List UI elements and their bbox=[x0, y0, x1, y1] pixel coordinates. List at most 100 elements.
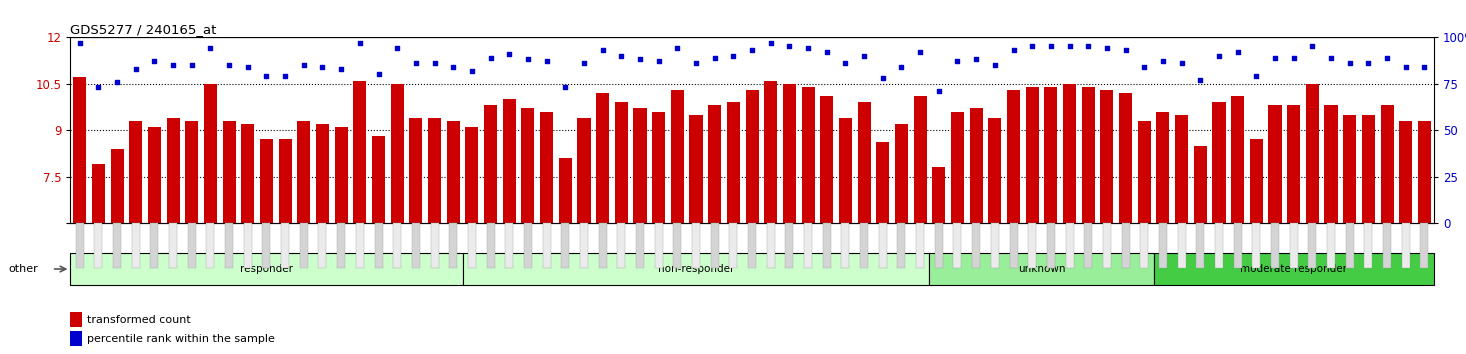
Bar bbox=[1399, 121, 1412, 223]
Bar bbox=[1268, 105, 1281, 223]
Bar bbox=[1231, 96, 1245, 223]
Bar bbox=[858, 102, 871, 223]
Point bbox=[1319, 55, 1343, 61]
Point bbox=[704, 55, 727, 61]
Bar bbox=[539, 112, 553, 223]
Point bbox=[1394, 64, 1418, 70]
Bar bbox=[839, 118, 852, 223]
Point bbox=[1264, 55, 1287, 61]
Point bbox=[311, 64, 334, 70]
Point bbox=[366, 72, 390, 77]
Point bbox=[1300, 44, 1324, 49]
Text: unknown: unknown bbox=[1017, 264, 1066, 274]
Bar bbox=[148, 127, 161, 223]
Bar bbox=[1287, 105, 1300, 223]
Bar bbox=[708, 105, 721, 223]
Bar bbox=[1119, 93, 1132, 223]
Point bbox=[161, 62, 185, 68]
Point bbox=[1356, 61, 1380, 66]
Point bbox=[142, 58, 166, 64]
FancyBboxPatch shape bbox=[70, 253, 463, 285]
Bar bbox=[597, 93, 610, 223]
Bar bbox=[1212, 102, 1226, 223]
Bar bbox=[129, 121, 142, 223]
Point bbox=[1058, 44, 1082, 49]
Point bbox=[1375, 55, 1399, 61]
Text: other: other bbox=[9, 264, 38, 274]
Point bbox=[871, 75, 894, 81]
Bar bbox=[279, 139, 292, 223]
Bar bbox=[614, 102, 627, 223]
Bar bbox=[988, 118, 1001, 223]
Bar bbox=[353, 81, 366, 223]
Bar bbox=[484, 105, 497, 223]
Bar bbox=[1324, 105, 1337, 223]
Point bbox=[422, 61, 446, 66]
Bar bbox=[428, 118, 441, 223]
Bar bbox=[1157, 112, 1170, 223]
Bar bbox=[969, 108, 982, 223]
Point bbox=[610, 53, 633, 58]
Bar bbox=[727, 102, 740, 223]
Bar bbox=[1418, 121, 1431, 223]
Bar bbox=[409, 118, 422, 223]
Point bbox=[647, 58, 670, 64]
Bar bbox=[802, 87, 815, 223]
Bar bbox=[110, 149, 123, 223]
Point bbox=[554, 85, 578, 90]
Bar bbox=[559, 158, 572, 223]
Bar bbox=[1101, 90, 1114, 223]
Bar bbox=[73, 78, 86, 223]
Point bbox=[1133, 64, 1157, 70]
Bar bbox=[951, 112, 965, 223]
Bar bbox=[671, 90, 683, 223]
Bar bbox=[465, 127, 478, 223]
Point bbox=[965, 57, 988, 62]
Text: moderate responder: moderate responder bbox=[1240, 264, 1347, 274]
Point bbox=[1245, 73, 1268, 79]
Point bbox=[815, 49, 839, 55]
Bar bbox=[819, 96, 833, 223]
Point bbox=[890, 64, 913, 70]
Bar bbox=[447, 121, 460, 223]
Point bbox=[666, 46, 689, 51]
Bar bbox=[1176, 115, 1187, 223]
Bar bbox=[1082, 87, 1095, 223]
Point bbox=[1207, 53, 1230, 58]
Bar bbox=[70, 331, 82, 346]
Bar bbox=[652, 112, 666, 223]
Point bbox=[946, 58, 969, 64]
Bar bbox=[633, 108, 647, 223]
Point bbox=[347, 40, 371, 46]
Bar bbox=[522, 108, 535, 223]
Point bbox=[685, 61, 708, 66]
Point bbox=[591, 47, 614, 53]
Point bbox=[740, 47, 764, 53]
Bar bbox=[503, 99, 516, 223]
Bar bbox=[167, 118, 180, 223]
Point bbox=[721, 53, 745, 58]
Point bbox=[106, 79, 129, 85]
Point bbox=[909, 49, 932, 55]
Point bbox=[67, 40, 91, 46]
Point bbox=[516, 57, 539, 62]
Point bbox=[852, 53, 875, 58]
Point bbox=[441, 64, 465, 70]
Point bbox=[572, 61, 595, 66]
Bar bbox=[259, 139, 273, 223]
Bar bbox=[578, 118, 591, 223]
Bar bbox=[764, 81, 777, 223]
Bar bbox=[92, 164, 106, 223]
Point bbox=[1226, 49, 1249, 55]
Bar bbox=[783, 84, 796, 223]
Bar bbox=[1193, 145, 1207, 223]
Bar bbox=[390, 84, 403, 223]
Bar bbox=[334, 127, 347, 223]
Point bbox=[1020, 44, 1044, 49]
Bar bbox=[372, 136, 386, 223]
Bar bbox=[932, 167, 946, 223]
Point bbox=[405, 61, 428, 66]
Bar bbox=[185, 121, 198, 223]
Point bbox=[274, 73, 298, 79]
Point bbox=[1039, 44, 1063, 49]
